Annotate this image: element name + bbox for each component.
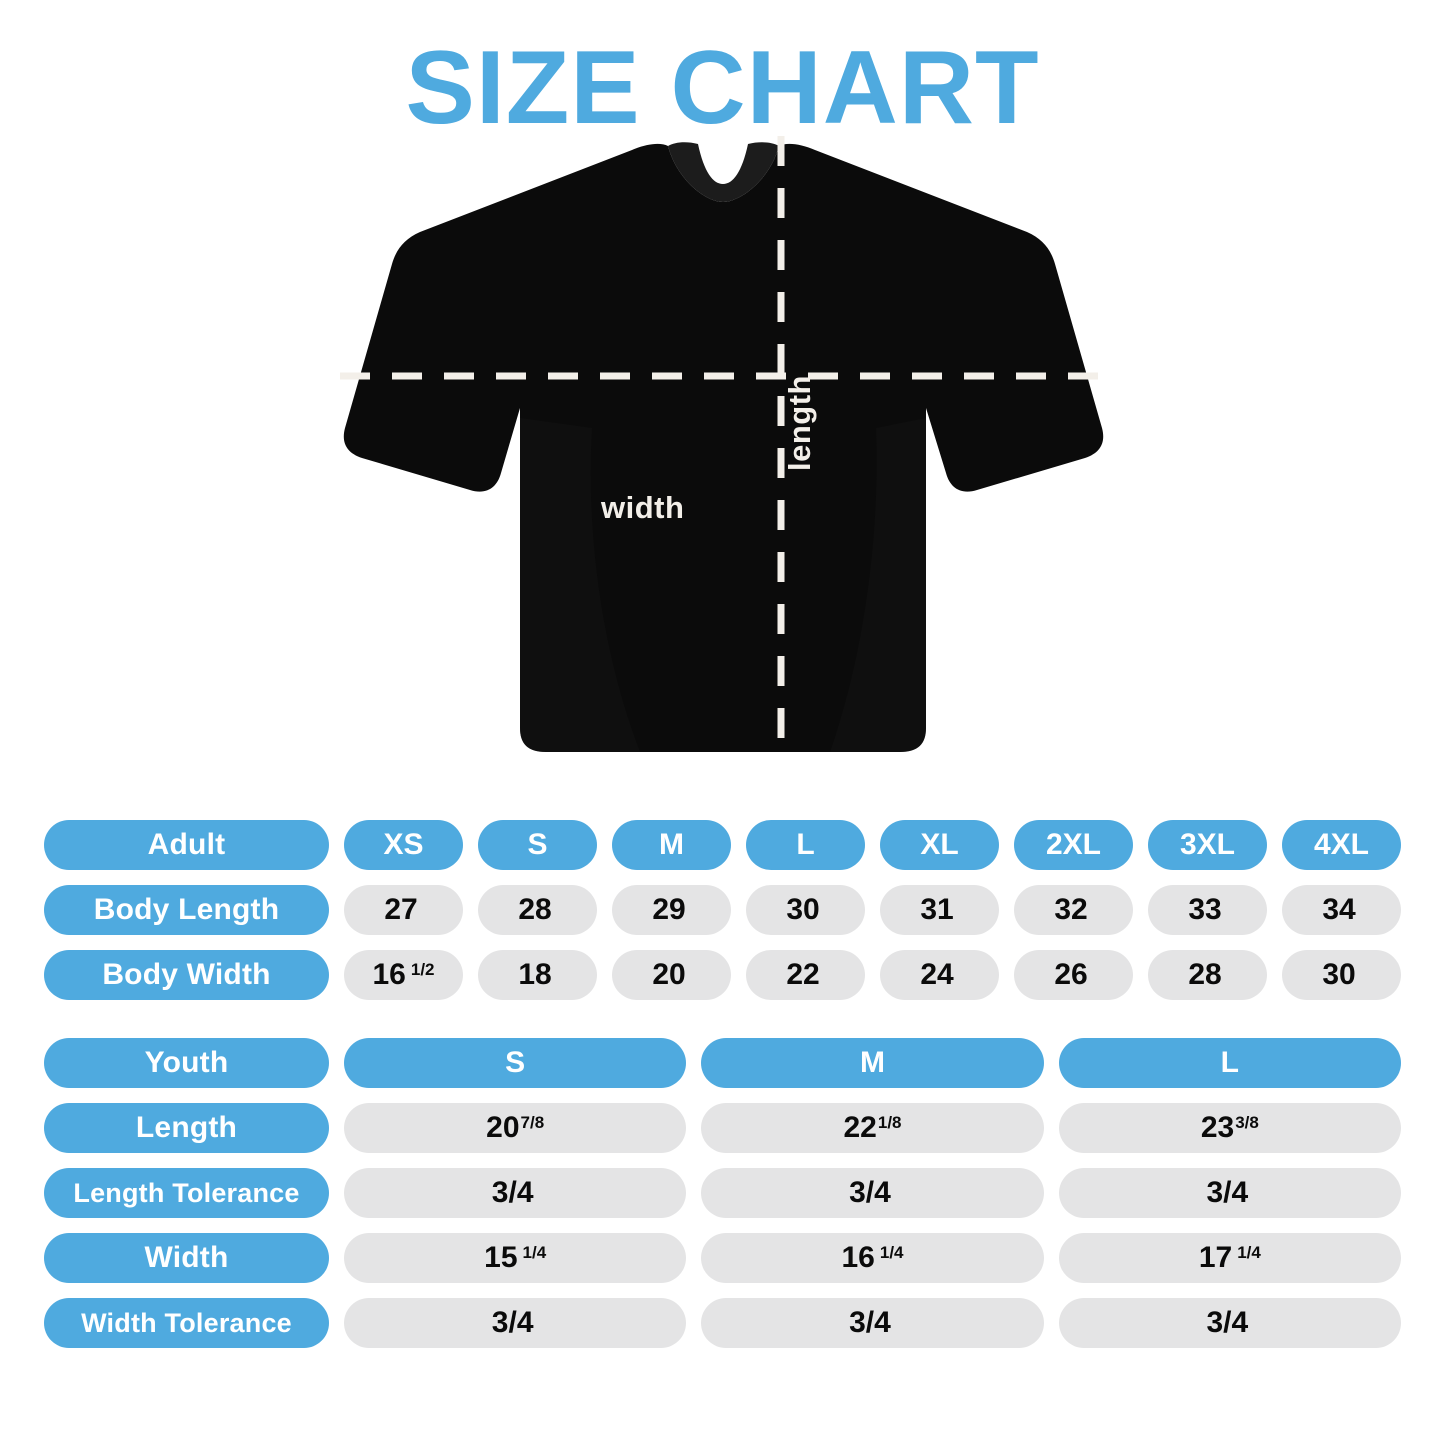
adult-body-length-row: Body Length 27 28 29 30 31 32 33 34 [44,885,1401,935]
table-cell: 29 [612,885,731,935]
table-cell: 28 [478,885,597,935]
adult-col-s: S [478,820,597,870]
table-cell: 3/4 [701,1298,1044,1348]
table-cell: 16 1/4 [701,1233,1044,1283]
youth-corner-label: Youth [44,1038,329,1088]
youth-col-l: L [1058,1038,1401,1088]
table-cell: 17 1/4 [1058,1233,1401,1283]
table-cell: 24 [880,950,999,1000]
table-cell: 27 [344,885,463,935]
adult-row-label-body-length: Body Length [44,885,329,935]
tshirt-icon [340,136,1108,754]
youth-length-row: Length 20 7/8 22 1/8 23 3/8 [44,1103,1401,1153]
size-tables: Adult XS S M L XL 2XL 3XL 4XL Body Lengt… [0,820,1445,1348]
tshirt-shading-left [520,418,640,752]
table-cell: 28 [1148,950,1267,1000]
table-cell: 3/4 [1058,1298,1401,1348]
youth-length-tolerance-values: 3/4 3/4 3/4 [344,1168,1401,1218]
youth-size-table: Youth S M L Length 20 7/8 22 1/8 23 3/8 Len… [0,1038,1445,1348]
youth-length-tolerance-row: Length Tolerance 3/4 3/4 3/4 [44,1168,1401,1218]
adult-col-xl: XL [880,820,999,870]
table-cell: 30 [746,885,865,935]
adult-corner-label: Adult [44,820,329,870]
youth-width-tolerance-row: Width Tolerance 3/4 3/4 3/4 [44,1298,1401,1348]
adult-column-headers: XS S M L XL 2XL 3XL 4XL [344,820,1401,870]
adult-col-m: M [612,820,731,870]
table-cell: 16 1/2 [344,950,463,1000]
table-cell: 33 [1148,885,1267,935]
width-label: width [601,490,685,525]
table-cell: 3/4 [1058,1168,1401,1218]
adult-header-row: Adult XS S M L XL 2XL 3XL 4XL [44,820,1401,870]
adult-row-label-body-width: Body Width [44,950,329,1000]
table-cell: 3/4 [701,1168,1044,1218]
table-cell: 23 3/8 [1058,1103,1401,1153]
page-title: SIZE CHART [405,30,1040,146]
table-cell: 31 [880,885,999,935]
youth-header-row: Youth S M L [44,1038,1401,1088]
table-cell: 34 [1282,885,1401,935]
table-cell: 18 [478,950,597,1000]
youth-col-s: S [344,1038,687,1088]
table-cell: 30 [1282,950,1401,1000]
tshirt-body [343,143,1104,753]
youth-length-values: 20 7/8 22 1/8 23 3/8 [344,1103,1401,1153]
table-cell: 32 [1014,885,1133,935]
youth-width-values: 15 1/4 16 1/4 17 1/4 [344,1233,1401,1283]
adult-col-l: L [746,820,865,870]
table-cell: 3/4 [344,1168,687,1218]
adult-body-width-row: Body Width 16 1/2 18 20 22 24 26 28 30 [44,950,1401,1000]
youth-row-label-length-tolerance: Length Tolerance [44,1168,329,1218]
youth-column-headers: S M L [344,1038,1401,1088]
tshirt-collar [668,142,779,202]
youth-width-row: Width 15 1/4 16 1/4 17 1/4 [44,1233,1401,1283]
table-cell: 22 [746,950,865,1000]
youth-width-tolerance-values: 3/4 3/4 3/4 [344,1298,1401,1348]
table-cell: 20 7/8 [344,1103,687,1153]
table-cell: 26 [1014,950,1133,1000]
adult-col-xs: XS [344,820,463,870]
table-cell: 20 [612,950,731,1000]
adult-col-2xl: 2XL [1014,820,1133,870]
youth-row-label-width: Width [44,1233,329,1283]
tshirt-shading-right [830,418,926,752]
youth-row-label-width-tolerance: Width Tolerance [44,1298,329,1348]
table-cell: 15 1/4 [344,1233,687,1283]
youth-row-label-length: Length [44,1103,329,1153]
length-label: length [782,375,817,471]
adult-col-4xl: 4XL [1282,820,1401,870]
table-cell: 22 1/8 [701,1103,1044,1153]
tshirt-illustration: width length [0,128,1445,768]
adult-size-table: Adult XS S M L XL 2XL 3XL 4XL Body Lengt… [0,820,1445,1000]
table-cell: 3/4 [344,1298,687,1348]
adult-col-3xl: 3XL [1148,820,1267,870]
adult-body-length-values: 27 28 29 30 31 32 33 34 [344,885,1401,935]
adult-body-width-values: 16 1/2 18 20 22 24 26 28 30 [344,950,1401,1000]
youth-col-m: M [701,1038,1044,1088]
